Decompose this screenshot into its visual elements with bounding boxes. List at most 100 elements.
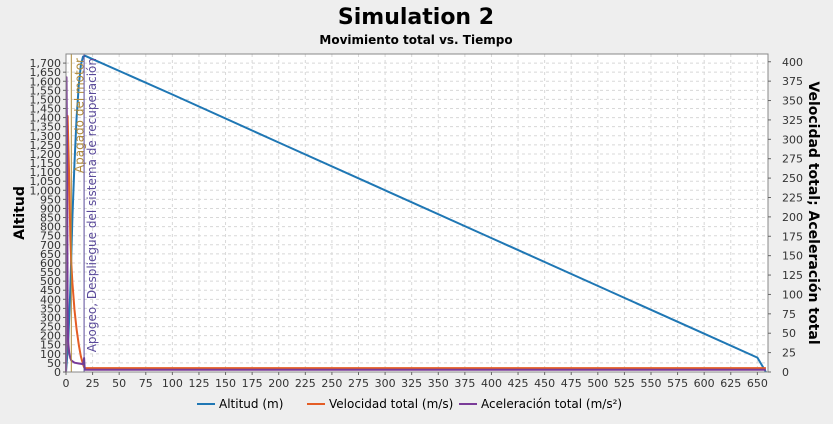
legend: Altitud (m) Velocidad total (m/s) Acelerac… (197, 397, 622, 411)
y-left-tick-label: 1,200 (30, 148, 62, 161)
y-left-tick-label: 1,400 (30, 112, 62, 125)
x-tick-label: 100 (162, 377, 183, 390)
x-tick-label: 0 (63, 377, 70, 390)
x-tick-label: 375 (454, 377, 475, 390)
x-tick-label: 600 (694, 377, 715, 390)
y-left-tick-label: 1,250 (30, 139, 62, 152)
annotation-label-0: Apagado del motor (72, 58, 86, 173)
x-tick-label: 625 (720, 377, 741, 390)
x-tick-label: 400 (481, 377, 502, 390)
y-right-tick-label: 175 (782, 230, 803, 243)
y-right-tick-label: 75 (782, 308, 796, 321)
y-left-tick-label: 1,350 (30, 121, 62, 134)
y-left-tick-label: 1,450 (30, 103, 62, 116)
y-left-tick-label: 500 (40, 275, 61, 288)
x-tick-label: 175 (242, 377, 263, 390)
y-left-tick-label: 600 (40, 257, 61, 270)
y-left-axis-label: Altitud (12, 186, 28, 240)
x-tick-label: 575 (667, 377, 688, 390)
x-axis-ticks: 0 25 50 75 100 125 150 175 200 225 250 275 300 325 350… (63, 372, 768, 390)
y-left-tick-label: 1,500 (30, 93, 62, 106)
y-left-tick-label: 800 (40, 221, 61, 234)
x-tick-label: 300 (375, 377, 396, 390)
x-tick-label: 75 (139, 377, 153, 390)
x-tick-label: 250 (321, 377, 342, 390)
y-left-tick-label: 1,150 (30, 157, 62, 170)
y-right-axis-label: Velocidad total; Aceleración total (805, 81, 821, 344)
y-right-tick-label: 125 (782, 269, 803, 282)
y-left-tick-label: 1,600 (30, 75, 62, 88)
y-left-tick-label: 750 (40, 230, 61, 243)
y-left-tick-label: 550 (40, 266, 61, 279)
y-right-tick-label: 150 (782, 250, 803, 263)
chart-title: Simulation 2 (338, 5, 494, 30)
y-left-axis-ticks: 0501001502002503003504004505005506006507… (30, 57, 66, 379)
legend-label-1: Velocidad total (m/s) (329, 397, 453, 411)
y-left-tick-label: 0 (54, 366, 61, 379)
x-tick-label: 650 (747, 377, 768, 390)
y-left-tick-label: 450 (40, 284, 61, 297)
y-left-tick-label: 1,100 (30, 166, 62, 179)
legend-label-0: Altitud (m) (219, 397, 283, 411)
x-tick-label: 275 (348, 377, 369, 390)
y-left-tick-label: 850 (40, 212, 61, 225)
x-tick-label: 25 (86, 377, 100, 390)
series-line-2 (65, 76, 766, 373)
y-right-tick-label: 200 (782, 211, 803, 224)
y-right-tick-label: 275 (782, 153, 803, 166)
y-left-tick-label: 950 (40, 193, 61, 206)
y-left-tick-label: 1,300 (30, 130, 62, 143)
y-left-tick-label: 400 (40, 293, 61, 306)
chart-subtitle: Movimiento total vs. Tiempo (319, 33, 512, 47)
x-tick-label: 425 (508, 377, 529, 390)
plot-area (66, 54, 768, 372)
x-tick-label: 550 (641, 377, 662, 390)
y-right-tick-label: 400 (782, 56, 803, 69)
y-right-axis-ticks: 0 25 50 75 100 125 150 175 200 225 250 275 300 325 350… (768, 56, 803, 379)
y-left-tick-label: 50 (47, 357, 61, 370)
x-tick-label: 475 (561, 377, 582, 390)
y-left-tick-label: 700 (40, 239, 61, 252)
y-left-tick-label: 100 (40, 348, 61, 361)
plot-frame (65, 53, 769, 373)
y-left-tick-label: 1,700 (30, 57, 62, 70)
y-right-tick-label: 25 (782, 347, 796, 360)
y-left-tick-label: 900 (40, 202, 61, 215)
series-line-1 (65, 115, 766, 373)
y-right-tick-label: 100 (782, 288, 803, 301)
x-tick-label: 150 (215, 377, 236, 390)
x-tick-label: 525 (614, 377, 635, 390)
y-right-tick-label: 225 (782, 191, 803, 204)
annotation-label-1: Apogeo, Despliegue del sistema de recupe… (85, 58, 99, 352)
y-right-tick-label: 375 (782, 75, 803, 88)
y-right-tick-label: 50 (782, 327, 796, 340)
y-left-tick-label: 1,050 (30, 175, 62, 188)
legend-label-2: Aceleración total (m/s²) (481, 397, 622, 411)
y-left-tick-label: 350 (40, 302, 61, 315)
y-left-tick-label: 250 (40, 321, 61, 334)
x-tick-label: 125 (188, 377, 209, 390)
x-tick-label: 50 (112, 377, 126, 390)
x-tick-label: 200 (268, 377, 289, 390)
x-tick-label: 500 (587, 377, 608, 390)
y-right-tick-label: 250 (782, 172, 803, 185)
y-right-tick-label: 0 (782, 366, 789, 379)
y-left-tick-label: 150 (40, 339, 61, 352)
y-left-tick-label: 1,650 (30, 66, 62, 79)
y-left-tick-label: 1,550 (30, 84, 62, 97)
y-left-tick-label: 1,000 (30, 184, 62, 197)
y-left-tick-label: 650 (40, 248, 61, 261)
y-right-tick-label: 350 (782, 95, 803, 108)
y-left-tick-label: 200 (40, 330, 61, 343)
x-tick-label: 225 (295, 377, 316, 390)
x-tick-label: 450 (534, 377, 555, 390)
y-right-tick-label: 325 (782, 114, 803, 127)
y-right-tick-label: 300 (782, 133, 803, 146)
x-tick-label: 325 (401, 377, 422, 390)
y-left-tick-label: 300 (40, 311, 61, 324)
grid-lines (65, 54, 768, 373)
x-tick-label: 350 (428, 377, 449, 390)
